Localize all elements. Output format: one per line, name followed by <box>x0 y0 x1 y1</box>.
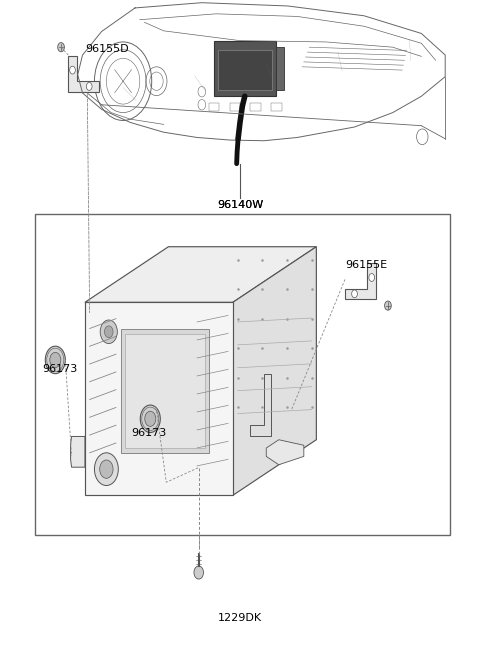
Bar <box>124 334 205 447</box>
Bar <box>209 102 219 111</box>
Bar <box>251 102 261 111</box>
Polygon shape <box>266 440 304 464</box>
Text: 96155D: 96155D <box>85 44 129 54</box>
Polygon shape <box>233 247 316 495</box>
Circle shape <box>70 66 75 74</box>
Circle shape <box>369 273 374 281</box>
Bar <box>276 47 284 90</box>
Bar <box>229 102 240 111</box>
Circle shape <box>105 326 113 338</box>
Polygon shape <box>85 302 233 495</box>
Bar <box>271 102 281 111</box>
Text: 96155E: 96155E <box>345 260 387 269</box>
Circle shape <box>194 566 204 579</box>
Polygon shape <box>68 56 99 92</box>
Text: 96173: 96173 <box>132 428 167 438</box>
Circle shape <box>145 411 156 426</box>
Circle shape <box>58 43 64 52</box>
Circle shape <box>100 460 113 478</box>
Text: 96140W: 96140W <box>217 200 263 210</box>
Text: 96140W: 96140W <box>217 200 263 210</box>
Circle shape <box>140 405 160 432</box>
Circle shape <box>100 320 117 344</box>
Text: 1229DK: 1229DK <box>218 613 262 623</box>
Circle shape <box>384 301 391 310</box>
Circle shape <box>45 346 65 374</box>
Polygon shape <box>85 247 316 302</box>
Polygon shape <box>345 263 376 299</box>
Bar <box>35 214 450 535</box>
Bar <box>217 51 272 90</box>
Polygon shape <box>250 374 271 436</box>
Circle shape <box>50 352 61 367</box>
Polygon shape <box>71 436 85 467</box>
Text: 96173: 96173 <box>42 365 77 374</box>
Bar <box>120 328 209 453</box>
Circle shape <box>352 290 358 298</box>
Circle shape <box>86 83 92 91</box>
Bar <box>214 41 276 97</box>
Circle shape <box>95 453 118 486</box>
